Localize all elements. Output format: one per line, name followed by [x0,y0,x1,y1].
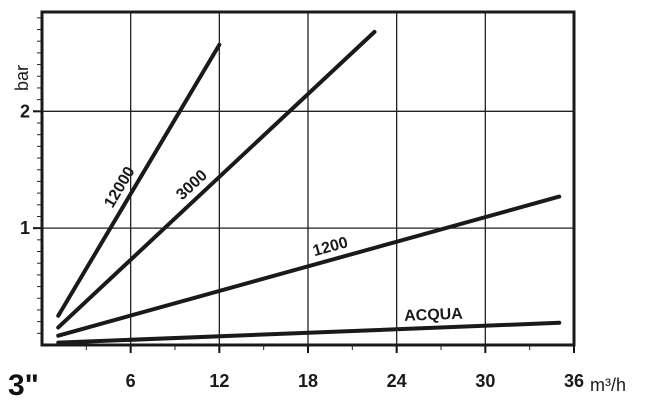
plot-frame [40,10,576,347]
x-tick-label: 18 [298,371,318,391]
y-tick-labels: 12 [20,101,30,238]
size-label: 3" [8,369,39,402]
x-tick-label: 30 [475,371,495,391]
x-minor-ticks [85,345,531,350]
series-line [56,320,562,345]
series-line [56,42,222,318]
x-tick-labels: 6 12 18 24 30 36 [126,371,584,391]
series-label: ACQUA [404,306,464,325]
series-label: 3000 [173,167,211,204]
y-axis-label: bar [12,65,32,91]
x-tick-label: 12 [209,371,229,391]
y-tick-label: 2 [20,101,30,121]
x-tick-label: 36 [564,371,584,391]
x-axis-label: m³/h [590,375,626,395]
x-tick-label: 24 [387,371,407,391]
series-line [56,29,377,330]
series-line [56,194,562,338]
y-tick-label: 1 [20,218,30,238]
x-tick-label: 6 [126,371,136,391]
y-minor-ticks [37,17,42,334]
